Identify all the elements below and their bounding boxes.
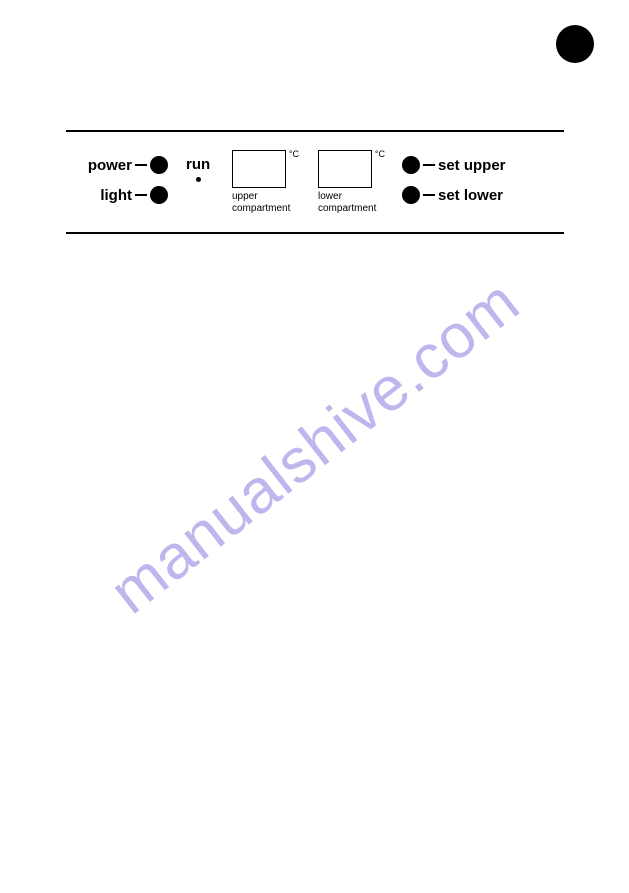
- connector-line: [135, 194, 147, 196]
- power-row: power: [80, 156, 168, 174]
- light-label: light: [80, 187, 132, 204]
- set-upper-button-icon: [402, 156, 420, 174]
- set-lower-row: set lower: [402, 186, 506, 204]
- panel-bottom-rule: [66, 232, 564, 234]
- caption-line: compartment: [232, 203, 290, 214]
- left-button-group: power light: [80, 156, 168, 216]
- caption-line: compartment: [318, 203, 376, 214]
- upper-display-caption: upper compartment: [232, 191, 290, 214]
- degree-unit: °C: [289, 149, 299, 159]
- set-upper-row: set upper: [402, 156, 506, 174]
- lower-display-box: °C: [318, 150, 372, 188]
- run-indicator-group: run: [186, 156, 210, 182]
- panel-body: power light run °C upper compartment: [66, 132, 564, 232]
- upper-display-group: °C upper compartment: [232, 150, 290, 214]
- run-led-icon: [196, 177, 201, 182]
- set-lower-button-icon: [402, 186, 420, 204]
- caption-line: upper: [232, 191, 258, 202]
- set-upper-label: set upper: [438, 157, 506, 174]
- control-panel-diagram: power light run °C upper compartment: [66, 130, 564, 234]
- light-button-icon: [150, 186, 168, 204]
- caption-line: lower: [318, 191, 342, 202]
- degree-unit: °C: [375, 149, 385, 159]
- lower-display-caption: lower compartment: [318, 191, 376, 214]
- connector-line: [135, 164, 147, 166]
- watermark-text: manualshive.com: [97, 265, 533, 627]
- power-label: power: [80, 157, 132, 174]
- upper-display-box: °C: [232, 150, 286, 188]
- set-lower-label: set lower: [438, 187, 503, 204]
- right-button-group: set upper set lower: [402, 156, 506, 216]
- lower-display-group: °C lower compartment: [318, 150, 376, 214]
- connector-line: [423, 164, 435, 166]
- light-row: light: [80, 186, 168, 204]
- page-number-circle: [556, 25, 594, 63]
- power-button-icon: [150, 156, 168, 174]
- connector-line: [423, 194, 435, 196]
- run-label: run: [186, 156, 210, 173]
